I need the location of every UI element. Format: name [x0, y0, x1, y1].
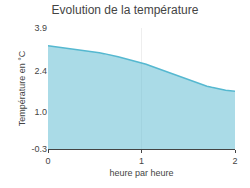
svg-text:Température en °C: Température en °C — [17, 50, 27, 126]
svg-text:1: 1 — [139, 156, 144, 166]
svg-text:Evolution de la température: Evolution de la température — [52, 3, 199, 17]
svg-text:heure par heure: heure par heure — [109, 168, 173, 178]
svg-text:2.4: 2.4 — [34, 66, 47, 76]
svg-text:1.0: 1.0 — [34, 107, 47, 117]
svg-text:-0.3: -0.3 — [31, 144, 47, 154]
svg-text:3.9: 3.9 — [34, 23, 47, 33]
svg-text:2: 2 — [232, 156, 237, 166]
svg-text:0: 0 — [45, 156, 50, 166]
